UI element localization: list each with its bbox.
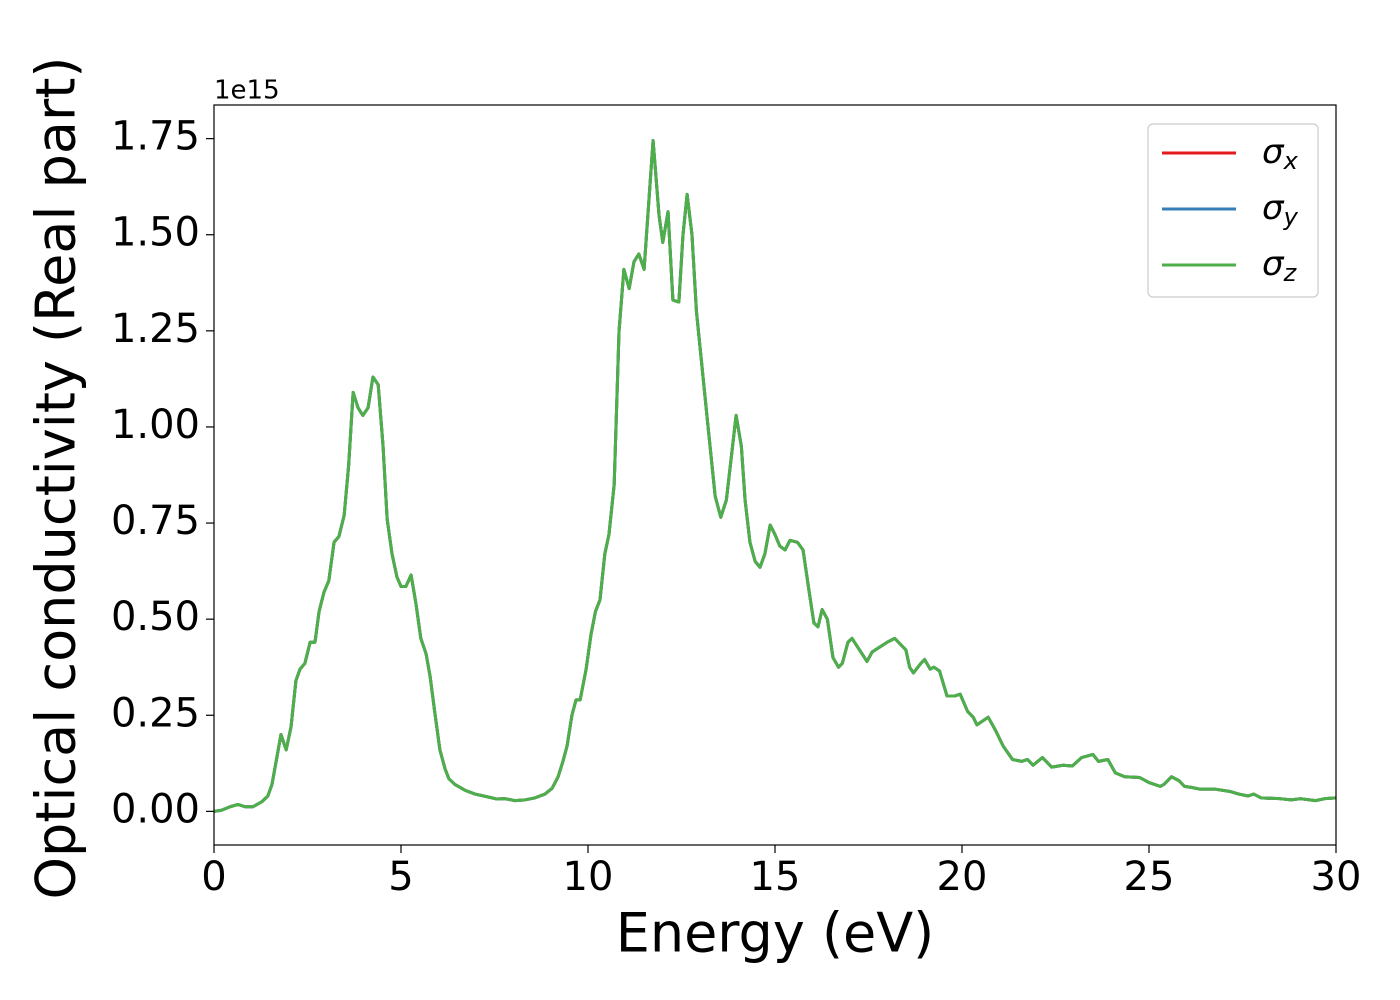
y-tick-label: 1.25 (111, 306, 200, 352)
y-tick-label: 1.75 (111, 114, 200, 160)
x-axis-label: Energy (eV) (616, 902, 935, 965)
legend: σx σy σz (1147, 123, 1319, 298)
y-tick-label: 0.25 (111, 690, 200, 736)
y-tick-label: 1.00 (111, 402, 200, 448)
x-tick-label: 25 (1124, 854, 1175, 900)
x-tick-label: 30 (1311, 854, 1362, 900)
x-tick-label: 10 (563, 854, 614, 900)
series-line (213, 139, 1337, 813)
y-tick-label: 0.00 (111, 786, 200, 832)
legend-label: σz (1262, 244, 1298, 288)
y-tick-label: 0.50 (111, 594, 200, 640)
y-axis-label: Optical conductivity (Real part) (25, 57, 88, 900)
x-tick-label: 5 (388, 854, 413, 900)
y-tick-label: 1.50 (111, 210, 200, 256)
x-tick-label: 15 (750, 854, 801, 900)
x-tick-label: 0 (201, 854, 226, 900)
legend-label: σy (1262, 188, 1299, 232)
x-tick-label: 20 (937, 854, 988, 900)
legend-label: σx (1262, 132, 1299, 176)
y-tick-label: 0.75 (111, 498, 200, 544)
offset-label: 1e15 (214, 76, 280, 106)
